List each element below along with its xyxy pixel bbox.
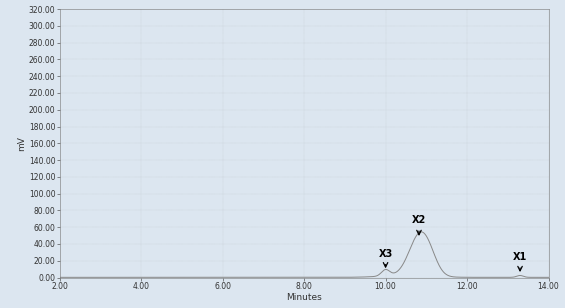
Text: X2: X2 bbox=[412, 216, 426, 235]
Y-axis label: mV: mV bbox=[17, 136, 26, 151]
X-axis label: Minutes: Minutes bbox=[286, 294, 322, 302]
Text: X3: X3 bbox=[379, 249, 393, 267]
Text: X1: X1 bbox=[513, 252, 527, 271]
